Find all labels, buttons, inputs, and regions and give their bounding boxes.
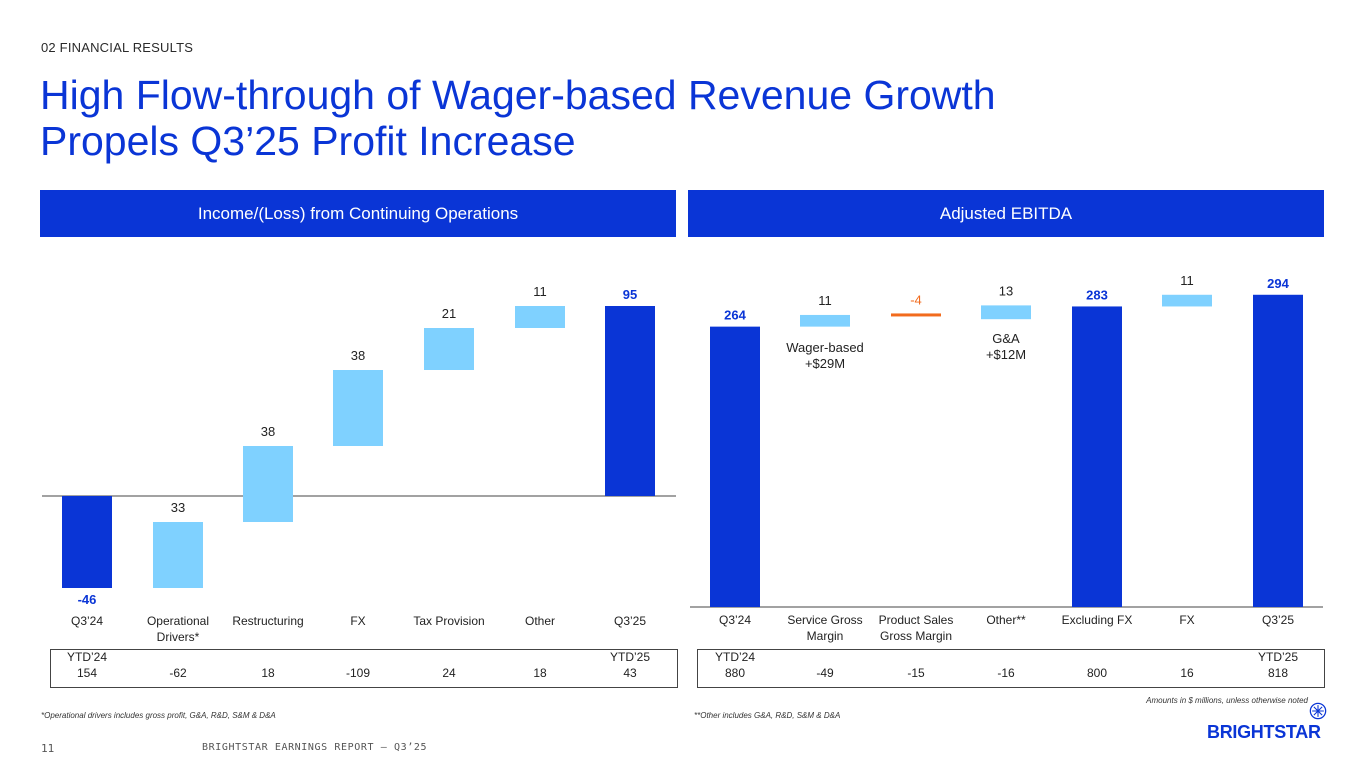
- income-bar-operational-drivers: [153, 522, 203, 588]
- brightstar-logo: BRIGHTSTAR: [1207, 702, 1332, 742]
- income-ytd-value-operational-drivers: -62: [169, 666, 187, 680]
- page-title-line-2: Propels Q3’25 Profit Increase: [40, 118, 576, 164]
- income-bar-fx: [333, 370, 383, 446]
- ebitda-data-label-q3-24: 264: [724, 308, 746, 323]
- ebitda-annotation-other: G&A: [992, 331, 1020, 346]
- income-category-label: Q3’25: [614, 614, 646, 628]
- ebitda-ytd-value-fx: 16: [1180, 666, 1194, 680]
- page-title-line-1: High Flow-through of Wager-based Revenue…: [40, 72, 996, 118]
- star-icon: [1309, 702, 1327, 720]
- ebitda-data-label-service-gross-margin: 11: [818, 293, 832, 308]
- ebitda-category-label: Other**: [986, 613, 1026, 627]
- ebitda-category-label: Gross Margin: [880, 629, 952, 643]
- income-data-label-tax-provision: 21: [442, 306, 456, 321]
- income-data-label-q3-24: -46: [78, 592, 97, 607]
- income-data-label-fx: 38: [351, 348, 365, 363]
- ebitda-bar-q3-25: [1253, 294, 1303, 607]
- income-footnote: *Operational drivers includes gross prof…: [41, 711, 276, 720]
- income-category-label: Restructuring: [232, 614, 303, 628]
- ebitda-ytd-value-excluding-fx: 800: [1087, 666, 1107, 680]
- ebitda-ytd-value-service-gross-margin: -49: [816, 666, 834, 680]
- income-data-label-restructuring: 38: [261, 424, 275, 439]
- ebitda-ytd-value-other: -16: [997, 666, 1015, 680]
- report-label: BRIGHTSTAR EARNINGS REPORT – Q3’25: [202, 742, 428, 753]
- ebitda-category-label: Service Gross: [787, 613, 862, 627]
- ebitda-category-label: FX: [1179, 613, 1194, 627]
- income-bar-restructuring: [243, 446, 293, 522]
- ebitda-annotation-service-gross-margin: Wager-based: [786, 340, 864, 355]
- income-chart-header: Income/(Loss) from Continuing Operations: [40, 190, 676, 237]
- income-bar-other: [515, 306, 565, 328]
- income-ytd-value-q3-24: 154: [77, 666, 97, 680]
- ebitda-category-label: Margin: [807, 629, 844, 643]
- income-category-label: Operational: [147, 614, 209, 628]
- units-note: Amounts in $ millions, unless otherwise …: [1146, 696, 1308, 705]
- income-ytd-value-fx: -109: [346, 666, 370, 680]
- income-ytd-end-label: YTD’25: [610, 650, 650, 664]
- ebitda-data-label-q3-25: 294: [1267, 276, 1289, 291]
- ebitda-data-label-fx: 11: [1180, 273, 1194, 288]
- income-ytd-value-other: 18: [533, 666, 547, 680]
- ebitda-bar-product-sales-gross-margin: [891, 313, 941, 317]
- ebitda-ytd-value-product-sales-gross-margin: -15: [907, 666, 925, 680]
- ebitda-category-label: Excluding FX: [1062, 613, 1133, 627]
- income-category-label: Q3’24: [71, 614, 103, 628]
- income-ytd-value-q3-25: 43: [623, 666, 637, 680]
- ebitda-annotation-service-gross-margin: +$29M: [805, 356, 845, 371]
- income-category-label: FX: [350, 614, 365, 628]
- page-title: High Flow-through of Wager-based Revenue…: [40, 72, 1140, 164]
- income-ytd-box: [50, 649, 678, 688]
- logo-text: BRIGHTSTAR: [1207, 722, 1321, 742]
- ebitda-data-label-other: 13: [999, 283, 1013, 298]
- ebitda-ytd-end-label: YTD’25: [1258, 650, 1298, 664]
- ebitda-category-label: Q3’25: [1262, 613, 1294, 627]
- income-ytd-value-restructuring: 18: [261, 666, 275, 680]
- ebitda-ytd-value-q3-25: 818: [1268, 666, 1288, 680]
- ebitda-ytd-box: [697, 649, 1325, 688]
- ebitda-bar-q3-24: [710, 326, 760, 607]
- income-data-label-q3-25: 95: [623, 287, 637, 302]
- ebitda-ytd-value-q3-24: 880: [725, 666, 745, 680]
- ebitda-data-label-excluding-fx: 283: [1086, 287, 1108, 302]
- ebitda-bar-fx: [1162, 294, 1212, 307]
- income-bar-q3-24: [62, 496, 112, 588]
- income-data-label-operational-drivers: 33: [171, 500, 185, 515]
- income-category-label: Drivers*: [157, 630, 200, 644]
- ebitda-footnote: **Other includes G&A, R&D, S&M & D&A: [694, 711, 841, 720]
- ebitda-annotation-other: +$12M: [986, 347, 1026, 362]
- income-bar-q3-25: [605, 306, 655, 496]
- income-ytd-start-label: YTD’24: [67, 650, 107, 664]
- income-bar-tax-provision: [424, 328, 474, 370]
- section-label: 02 FINANCIAL RESULTS: [41, 40, 194, 55]
- ebitda-category-label: Q3’24: [719, 613, 751, 627]
- income-ytd-value-tax-provision: 24: [442, 666, 456, 680]
- income-category-label: Other: [525, 614, 555, 628]
- page-number: 11: [41, 742, 55, 755]
- ebitda-bar-service-gross-margin: [800, 314, 850, 327]
- ebitda-category-label: Product Sales: [879, 613, 954, 627]
- ebitda-chart-header: Adjusted EBITDA: [688, 190, 1324, 237]
- ebitda-bar-excluding-fx: [1072, 306, 1122, 607]
- income-category-label: Tax Provision: [413, 614, 484, 628]
- income-data-label-other: 11: [533, 284, 547, 299]
- ebitda-ytd-start-label: YTD’24: [715, 650, 755, 664]
- ebitda-data-label-product-sales-gross-margin: -4: [910, 292, 922, 307]
- ebitda-bar-other: [981, 305, 1031, 320]
